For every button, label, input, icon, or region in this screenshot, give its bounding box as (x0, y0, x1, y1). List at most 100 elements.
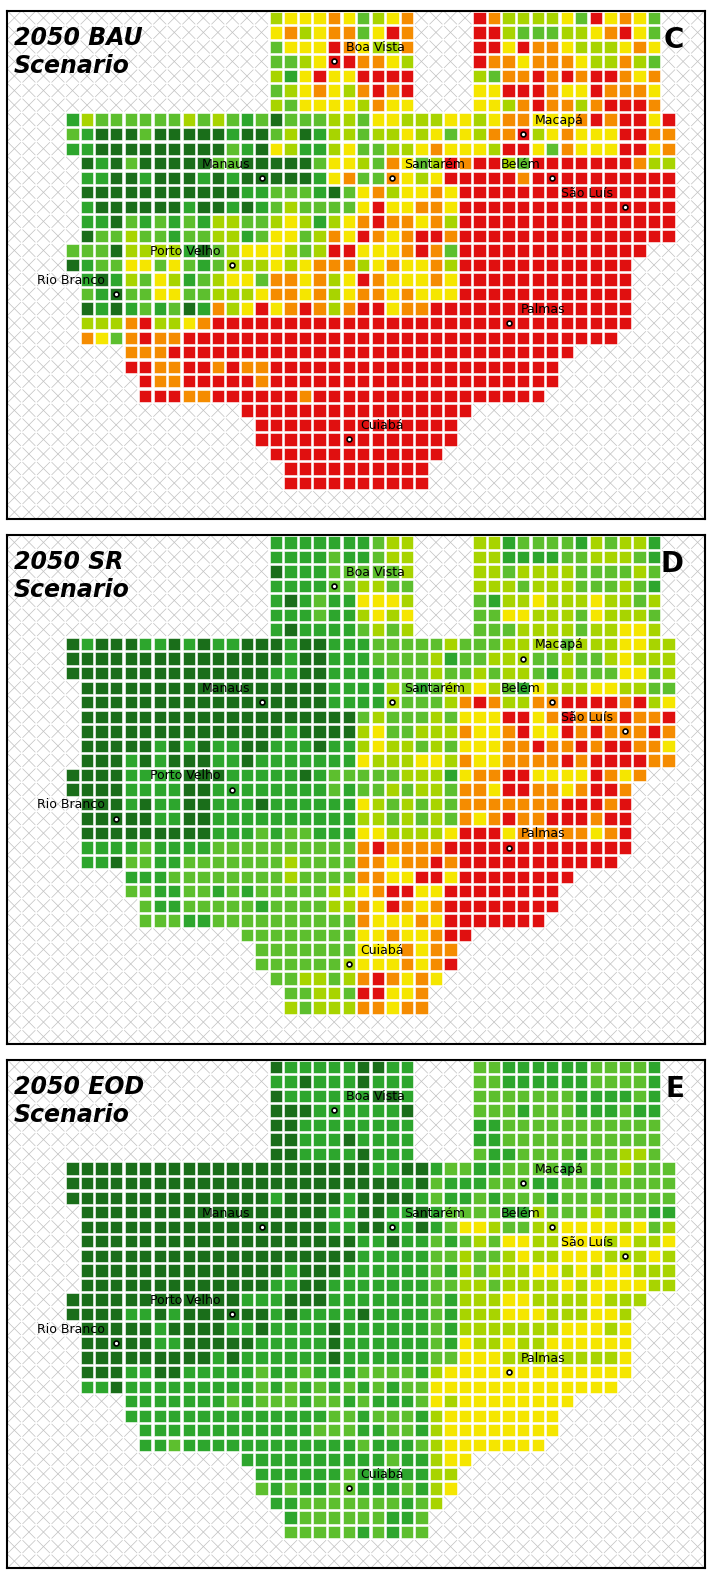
Bar (284, 1394, 297, 1407)
Bar (560, 783, 573, 796)
Bar (532, 376, 544, 387)
Bar (110, 769, 122, 782)
Bar (503, 55, 515, 68)
Bar (284, 1265, 297, 1276)
Bar (357, 1104, 370, 1116)
Bar (415, 128, 428, 141)
Bar (444, 114, 456, 126)
Bar (372, 711, 384, 723)
Bar (517, 842, 529, 854)
Text: E: E (665, 1075, 684, 1102)
Bar (95, 711, 108, 723)
Bar (313, 755, 326, 767)
Bar (168, 652, 180, 665)
Bar (284, 463, 297, 475)
Bar (560, 317, 573, 330)
Bar (488, 624, 501, 636)
Bar (226, 1322, 239, 1334)
Bar (241, 245, 253, 257)
Bar (372, 231, 384, 242)
Bar (372, 696, 384, 709)
Bar (575, 1279, 587, 1292)
Bar (604, 11, 617, 24)
Bar (211, 1265, 224, 1276)
Bar (532, 172, 544, 185)
Bar (81, 1265, 93, 1276)
Bar (183, 142, 195, 155)
Bar (415, 1176, 428, 1189)
Bar (503, 886, 515, 897)
Bar (313, 186, 326, 199)
Bar (125, 1322, 137, 1334)
Bar (226, 755, 239, 767)
Bar (415, 1249, 428, 1262)
Bar (590, 1249, 602, 1262)
Bar (256, 128, 268, 141)
Bar (313, 1468, 326, 1480)
Bar (270, 1337, 282, 1348)
Bar (503, 390, 515, 403)
Bar (473, 1438, 486, 1451)
Bar (648, 1075, 660, 1088)
Bar (270, 666, 282, 679)
Bar (357, 1293, 370, 1306)
Bar (357, 551, 370, 564)
Bar (211, 186, 224, 199)
Bar (241, 1279, 253, 1292)
Bar (313, 99, 326, 111)
Bar (313, 914, 326, 927)
Bar (256, 711, 268, 723)
Bar (430, 711, 442, 723)
Bar (197, 827, 209, 840)
Bar (401, 1104, 413, 1116)
Bar (256, 696, 268, 709)
Bar (444, 1410, 456, 1423)
Bar (444, 1293, 456, 1306)
Bar (546, 332, 558, 344)
Bar (372, 638, 384, 651)
Bar (648, 1134, 660, 1146)
Bar (197, 245, 209, 257)
Bar (517, 886, 529, 897)
Bar (560, 1075, 573, 1088)
Bar (473, 886, 486, 897)
Bar (473, 1235, 486, 1247)
Bar (81, 1337, 93, 1348)
Bar (270, 1380, 282, 1393)
Bar (299, 537, 311, 548)
Bar (619, 259, 631, 272)
Bar (372, 128, 384, 141)
Bar (633, 215, 646, 227)
Bar (415, 1001, 428, 1014)
Bar (284, 609, 297, 621)
Bar (168, 783, 180, 796)
Bar (270, 1265, 282, 1276)
Bar (546, 27, 558, 38)
Bar (619, 303, 631, 314)
Bar (633, 769, 646, 782)
Bar (211, 914, 224, 927)
Bar (342, 870, 355, 883)
Bar (299, 433, 311, 445)
Bar (430, 958, 442, 970)
Bar (372, 1424, 384, 1437)
Bar (211, 1162, 224, 1175)
Bar (517, 317, 529, 330)
Bar (168, 1322, 180, 1334)
Bar (503, 1061, 515, 1074)
Bar (648, 201, 660, 213)
Bar (154, 638, 166, 651)
Bar (66, 128, 79, 141)
Bar (197, 1394, 209, 1407)
Bar (313, 769, 326, 782)
Bar (110, 1162, 122, 1175)
Bar (503, 360, 515, 373)
Bar (81, 783, 93, 796)
Bar (503, 812, 515, 824)
Bar (532, 594, 544, 606)
Bar (560, 551, 573, 564)
Bar (430, 696, 442, 709)
Bar (386, 346, 399, 358)
Bar (357, 142, 370, 155)
Bar (444, 245, 456, 257)
